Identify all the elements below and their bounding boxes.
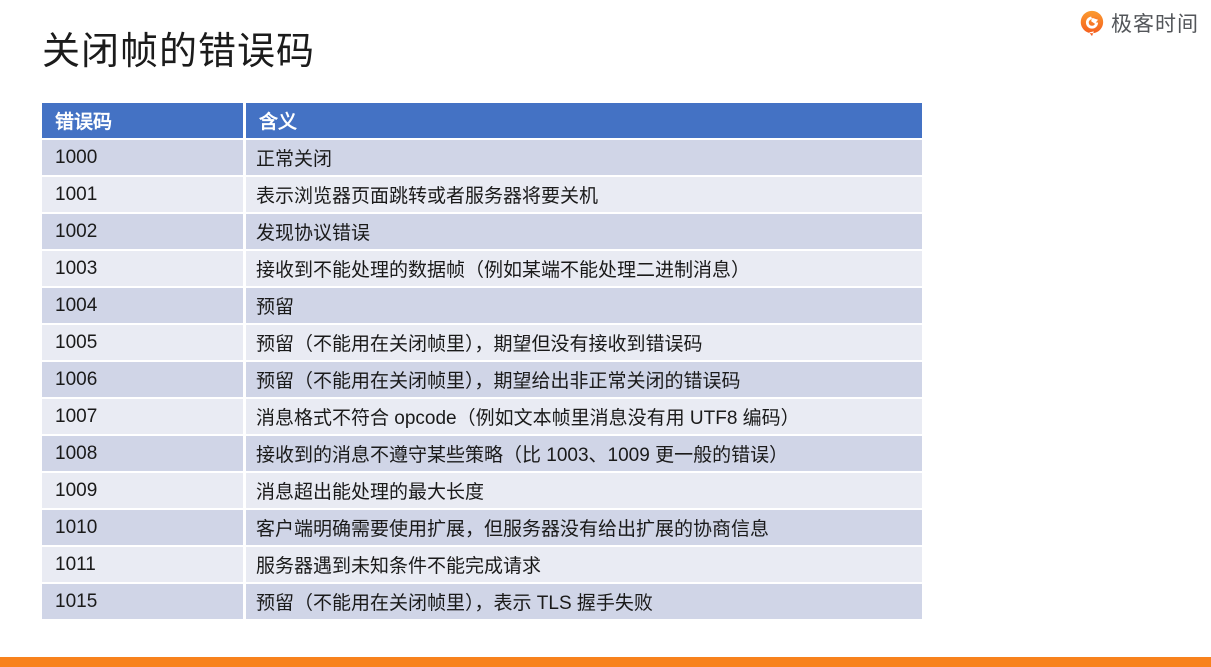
error-code-cell: 1011 [42,547,246,584]
table-row: 1000 正常关闭 [42,140,922,177]
error-code-cell: 1009 [42,473,246,510]
table-row: 1007 消息格式不符合 opcode（例如文本帧里消息没有用 UTF8 编码） [42,399,922,436]
column-header-code: 错误码 [42,103,246,140]
meaning-cell: 预留（不能用在关闭帧里），期望给出非正常关闭的错误码 [246,362,922,399]
column-header-meaning: 含义 [246,103,922,140]
error-code-cell: 1010 [42,510,246,547]
table-row: 1011 服务器遇到未知条件不能完成请求 [42,547,922,584]
meaning-cell: 预留 [246,288,922,325]
page-title: 关闭帧的错误码 [42,31,316,73]
brand-logo: 极客时间 [1078,8,1199,38]
error-code-cell: 1006 [42,362,246,399]
error-code-cell: 1015 [42,584,246,621]
error-code-table: 错误码 含义 1000 正常关闭 1001 表示浏览器页面跳转或者服务器将要关机 100… [42,103,922,621]
table-row: 1001 表示浏览器页面跳转或者服务器将要关机 [42,177,922,214]
table-row: 1005 预留（不能用在关闭帧里），期望但没有接收到错误码 [42,325,922,362]
meaning-cell: 预留（不能用在关闭帧里），期望但没有接收到错误码 [246,325,922,362]
error-code-cell: 1007 [42,399,246,436]
geektime-logo-icon [1078,9,1106,37]
table-row: 1004 预留 [42,288,922,325]
meaning-cell: 客户端明确需要使用扩展，但服务器没有给出扩展的协商信息 [246,510,922,547]
header-row: 错误码 含义 [42,103,922,140]
error-code-cell: 1005 [42,325,246,362]
meaning-cell: 正常关闭 [246,140,922,177]
brand-name: 极客时间 [1111,13,1199,36]
table-row: 1009 消息超出能处理的最大长度 [42,473,922,510]
meaning-cell: 消息格式不符合 opcode（例如文本帧里消息没有用 UTF8 编码） [246,399,922,436]
error-code-cell: 1003 [42,251,246,288]
table-row: 1008 接收到的消息不遵守某些策略（比 1003、1009 更一般的错误） [42,436,922,473]
table-row: 1002 发现协议错误 [42,214,922,251]
error-code-cell: 1004 [42,288,246,325]
error-code-cell: 1002 [42,214,246,251]
table-header: 错误码 含义 [42,103,922,140]
meaning-cell: 表示浏览器页面跳转或者服务器将要关机 [246,177,922,214]
meaning-cell: 消息超出能处理的最大长度 [246,473,922,510]
error-code-cell: 1001 [42,177,246,214]
error-code-cell: 1008 [42,436,246,473]
table-row: 1006 预留（不能用在关闭帧里），期望给出非正常关闭的错误码 [42,362,922,399]
meaning-cell: 发现协议错误 [246,214,922,251]
table-row: 1010 客户端明确需要使用扩展，但服务器没有给出扩展的协商信息 [42,510,922,547]
error-code-cell: 1000 [42,140,246,177]
table-row: 1015 预留（不能用在关闭帧里），表示 TLS 握手失败 [42,584,922,621]
meaning-cell: 接收到的消息不遵守某些策略（比 1003、1009 更一般的错误） [246,436,922,473]
meaning-cell: 接收到不能处理的数据帧（例如某端不能处理二进制消息） [246,251,922,288]
table-body: 1000 正常关闭 1001 表示浏览器页面跳转或者服务器将要关机 1002 发现协议错误… [42,140,922,621]
table-row: 1003 接收到不能处理的数据帧（例如某端不能处理二进制消息） [42,251,922,288]
meaning-cell: 预留（不能用在关闭帧里），表示 TLS 握手失败 [246,584,922,621]
footer-accent-bar [0,657,1211,667]
meaning-cell: 服务器遇到未知条件不能完成请求 [246,547,922,584]
